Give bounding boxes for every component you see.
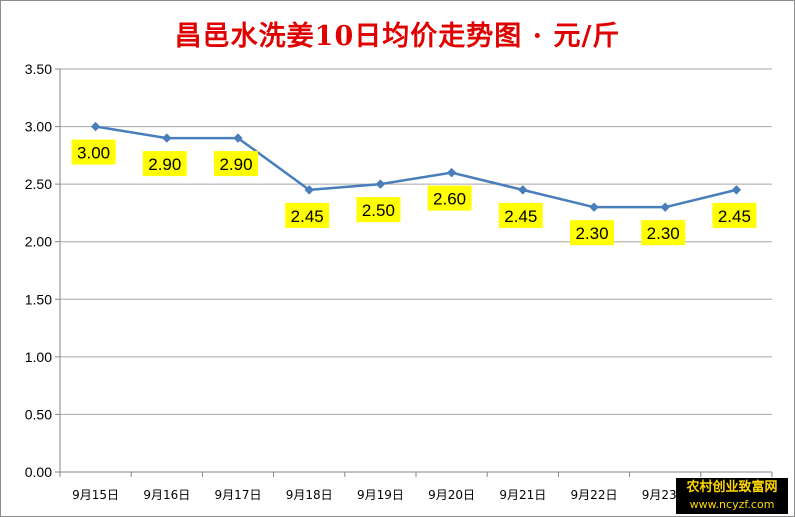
data-label: 2.90 [142, 151, 187, 177]
data-label-value: 2.30 [647, 224, 680, 243]
x-category-label: 9月22日 [571, 488, 618, 502]
data-label: 3.00 [71, 139, 116, 165]
x-category-label: 9月19日 [357, 488, 404, 502]
data-point-marker [589, 202, 599, 212]
data-label-bg [427, 185, 472, 211]
y-tick-label: 1.50 [25, 291, 52, 307]
data-point-marker [162, 133, 172, 143]
data-label-bg [498, 202, 543, 228]
data-label: 2.45 [285, 202, 330, 228]
data-label-bg [641, 220, 686, 246]
data-label: 2.45 [498, 202, 543, 228]
data-label-bg [356, 197, 401, 223]
data-label: 2.90 [214, 151, 258, 177]
data-point-marker [375, 179, 386, 189]
data-point-marker [304, 185, 314, 195]
data-label-value: 2.60 [433, 190, 466, 209]
data-label: 2.50 [356, 197, 401, 223]
data-label-value: 3.00 [77, 144, 110, 163]
data-label-bg [71, 139, 116, 165]
data-label-value: 2.50 [362, 201, 395, 220]
x-category-label: 9月21日 [499, 488, 546, 502]
data-label: 2.30 [641, 220, 686, 246]
data-point-marker [518, 185, 528, 195]
data-label-value: 2.90 [219, 155, 252, 174]
y-tick-label: 1.00 [25, 349, 52, 365]
data-label-bg [285, 202, 330, 228]
data-label: 2.30 [570, 220, 614, 246]
data-label-value: 2.30 [575, 224, 608, 243]
watermark-site-name: 农村创业致富网 [686, 480, 778, 495]
data-label: 2.45 [712, 202, 757, 228]
data-label-value: 2.45 [504, 207, 537, 226]
data-label-bg [214, 151, 258, 177]
data-label-bg [142, 151, 187, 177]
data-point-marker [660, 202, 670, 212]
series-line [95, 125, 737, 209]
y-tick-label: 3.50 [25, 61, 52, 77]
chart-title: 昌邑水洗姜10日均价走势图 · 元/斤 [174, 21, 621, 52]
x-category-label: 9月20日 [428, 488, 475, 502]
x-category-label: 9月15日 [72, 488, 119, 502]
data-point-marker [90, 121, 101, 132]
y-tick-label: 2.00 [25, 234, 52, 250]
data-point-marker [731, 185, 742, 195]
data-point-marker [233, 133, 243, 143]
x-category-label: 9月16日 [143, 488, 190, 502]
y-tick-label: 0.00 [25, 464, 52, 480]
y-tick-label: 3.00 [25, 119, 52, 135]
data-point-marker [446, 167, 457, 178]
data-label-bg [712, 202, 757, 228]
x-category-label: 9月18日 [286, 488, 333, 502]
data-label-value: 2.45 [718, 207, 751, 226]
watermark-logo: 农村创业致富网 www.ncyzf.com [676, 478, 788, 514]
y-tick-label: 0.50 [25, 406, 52, 422]
y-tick-label: 2.50 [25, 176, 52, 192]
x-category-label: 9月17日 [215, 488, 262, 502]
data-label-value: 2.45 [291, 207, 324, 226]
data-label-value: 2.90 [148, 155, 181, 174]
data-label-bg [570, 220, 614, 246]
watermark-url: www.ncyzf.com [689, 498, 775, 511]
data-label: 2.60 [427, 185, 472, 211]
